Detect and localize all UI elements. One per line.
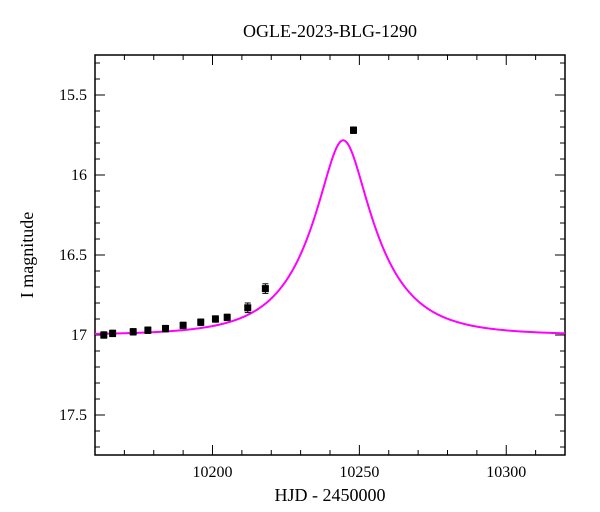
data-point — [212, 316, 218, 322]
data-point — [163, 326, 169, 332]
data-point — [224, 314, 230, 320]
y-tick-label: 17 — [71, 327, 87, 344]
y-tick-label: 16.5 — [59, 247, 87, 264]
data-point — [145, 327, 151, 333]
data-point — [130, 329, 136, 335]
chart-svg: 10200 10250 10300 15.5 16 16.5 17 17.5 OGLE-2023… — [0, 0, 600, 512]
data-point — [101, 332, 107, 338]
x-tick-label: 10200 — [193, 464, 233, 481]
lightcurve-chart: 10200 10250 10300 15.5 16 16.5 17 17.5 OGLE-2023… — [0, 0, 600, 512]
data-point — [262, 286, 268, 292]
x-axis-label: HJD - 2450000 — [275, 485, 386, 505]
chart-title: OGLE-2023-BLG-1290 — [243, 21, 417, 41]
data-point — [198, 319, 204, 325]
data-point — [351, 127, 357, 133]
y-axis-label: I magnitude — [17, 212, 37, 298]
x-tick-label: 10250 — [339, 464, 379, 481]
x-tick-label: 10300 — [486, 464, 526, 481]
y-tick-label: 17.5 — [59, 407, 87, 424]
data-point — [180, 322, 186, 328]
y-tick-label: 15.5 — [59, 87, 87, 104]
data-point — [110, 330, 116, 336]
data-point — [245, 305, 251, 311]
y-tick-label: 16 — [71, 167, 87, 184]
